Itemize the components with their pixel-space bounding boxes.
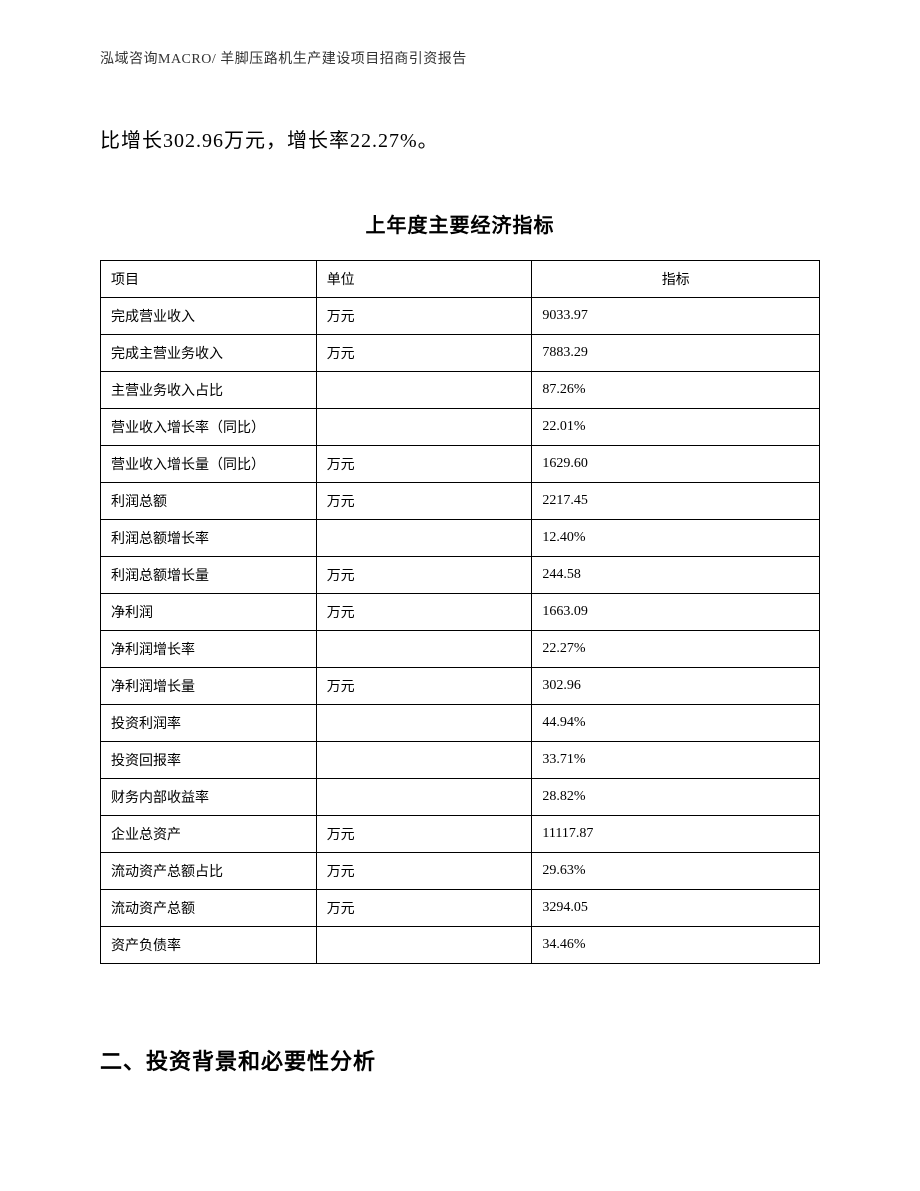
table-row: 净利润万元1663.09 <box>101 594 820 631</box>
table-cell: 投资利润率 <box>101 705 317 742</box>
table-cell: 1629.60 <box>532 446 820 483</box>
table-cell: 万元 <box>316 335 532 372</box>
table-cell <box>316 742 532 779</box>
table-cell: 财务内部收益率 <box>101 779 317 816</box>
table-row: 财务内部收益率 28.82% <box>101 779 820 816</box>
table-cell: 2217.45 <box>532 483 820 520</box>
table-cell: 营业收入增长率（同比） <box>101 409 317 446</box>
table-row: 投资利润率 44.94% <box>101 705 820 742</box>
table-row: 完成营业收入万元9033.97 <box>101 298 820 335</box>
table-cell: 302.96 <box>532 668 820 705</box>
table-cell <box>316 927 532 964</box>
table-cell: 万元 <box>316 853 532 890</box>
table-cell <box>316 372 532 409</box>
table-cell: 净利润增长量 <box>101 668 317 705</box>
table-cell <box>316 779 532 816</box>
table-row: 主营业务收入占比 87.26% <box>101 372 820 409</box>
table-row: 营业收入增长率（同比） 22.01% <box>101 409 820 446</box>
table-cell: 流动资产总额 <box>101 890 317 927</box>
table-row: 利润总额万元2217.45 <box>101 483 820 520</box>
table-row: 净利润增长量万元302.96 <box>101 668 820 705</box>
table-header-row: 项目 单位 指标 <box>101 261 820 298</box>
table-cell: 28.82% <box>532 779 820 816</box>
document-header: 泓域咨询MACRO/ 羊脚压路机生产建设项目招商引资报告 <box>100 48 820 68</box>
table-cell: 9033.97 <box>532 298 820 335</box>
table-cell: 流动资产总额占比 <box>101 853 317 890</box>
table-row: 营业收入增长量（同比）万元1629.60 <box>101 446 820 483</box>
table-cell: 29.63% <box>532 853 820 890</box>
table-cell: 万元 <box>316 557 532 594</box>
table-cell: 1663.09 <box>532 594 820 631</box>
table-row: 净利润增长率 22.27% <box>101 631 820 668</box>
table-cell: 万元 <box>316 298 532 335</box>
table-row: 流动资产总额占比万元29.63% <box>101 853 820 890</box>
table-cell <box>316 705 532 742</box>
column-header-unit: 单位 <box>316 261 532 298</box>
table-cell <box>316 409 532 446</box>
table-cell: 万元 <box>316 890 532 927</box>
table-cell: 22.27% <box>532 631 820 668</box>
table-cell: 利润总额增长量 <box>101 557 317 594</box>
table-cell: 34.46% <box>532 927 820 964</box>
table-cell: 万元 <box>316 483 532 520</box>
table-row: 投资回报率 33.71% <box>101 742 820 779</box>
table-cell: 22.01% <box>532 409 820 446</box>
table-row: 资产负债率 34.46% <box>101 927 820 964</box>
table-cell: 投资回报率 <box>101 742 317 779</box>
column-header-indicator: 指标 <box>532 261 820 298</box>
column-header-project: 项目 <box>101 261 317 298</box>
table-cell: 11117.87 <box>532 816 820 853</box>
table-cell: 完成主营业务收入 <box>101 335 317 372</box>
table-cell: 万元 <box>316 816 532 853</box>
table-cell: 净利润 <box>101 594 317 631</box>
table-row: 企业总资产万元11117.87 <box>101 816 820 853</box>
table-cell: 12.40% <box>532 520 820 557</box>
table-cell: 企业总资产 <box>101 816 317 853</box>
table-cell: 资产负债率 <box>101 927 317 964</box>
table-row: 完成主营业务收入万元7883.29 <box>101 335 820 372</box>
table-cell: 万元 <box>316 594 532 631</box>
table-cell: 主营业务收入占比 <box>101 372 317 409</box>
table-cell: 净利润增长率 <box>101 631 317 668</box>
table-cell: 244.58 <box>532 557 820 594</box>
table-cell: 万元 <box>316 668 532 705</box>
table-cell: 44.94% <box>532 705 820 742</box>
table-row: 利润总额增长量万元244.58 <box>101 557 820 594</box>
table-cell: 完成营业收入 <box>101 298 317 335</box>
table-row: 流动资产总额万元3294.05 <box>101 890 820 927</box>
table-row: 利润总额增长率 12.40% <box>101 520 820 557</box>
intro-paragraph: 比增长302.96万元，增长率22.27%。 <box>100 124 820 153</box>
table-cell: 利润总额 <box>101 483 317 520</box>
table-cell: 7883.29 <box>532 335 820 372</box>
economic-indicators-table: 项目 单位 指标 完成营业收入万元9033.97完成主营业务收入万元7883.2… <box>100 260 820 964</box>
table-cell: 33.71% <box>532 742 820 779</box>
table-title: 上年度主要经济指标 <box>100 209 820 238</box>
table-cell: 利润总额增长率 <box>101 520 317 557</box>
section-heading: 二、投资背景和必要性分析 <box>100 1044 820 1076</box>
table-cell <box>316 631 532 668</box>
table-cell: 营业收入增长量（同比） <box>101 446 317 483</box>
table-cell: 3294.05 <box>532 890 820 927</box>
table-cell <box>316 520 532 557</box>
table-cell: 万元 <box>316 446 532 483</box>
table-cell: 87.26% <box>532 372 820 409</box>
